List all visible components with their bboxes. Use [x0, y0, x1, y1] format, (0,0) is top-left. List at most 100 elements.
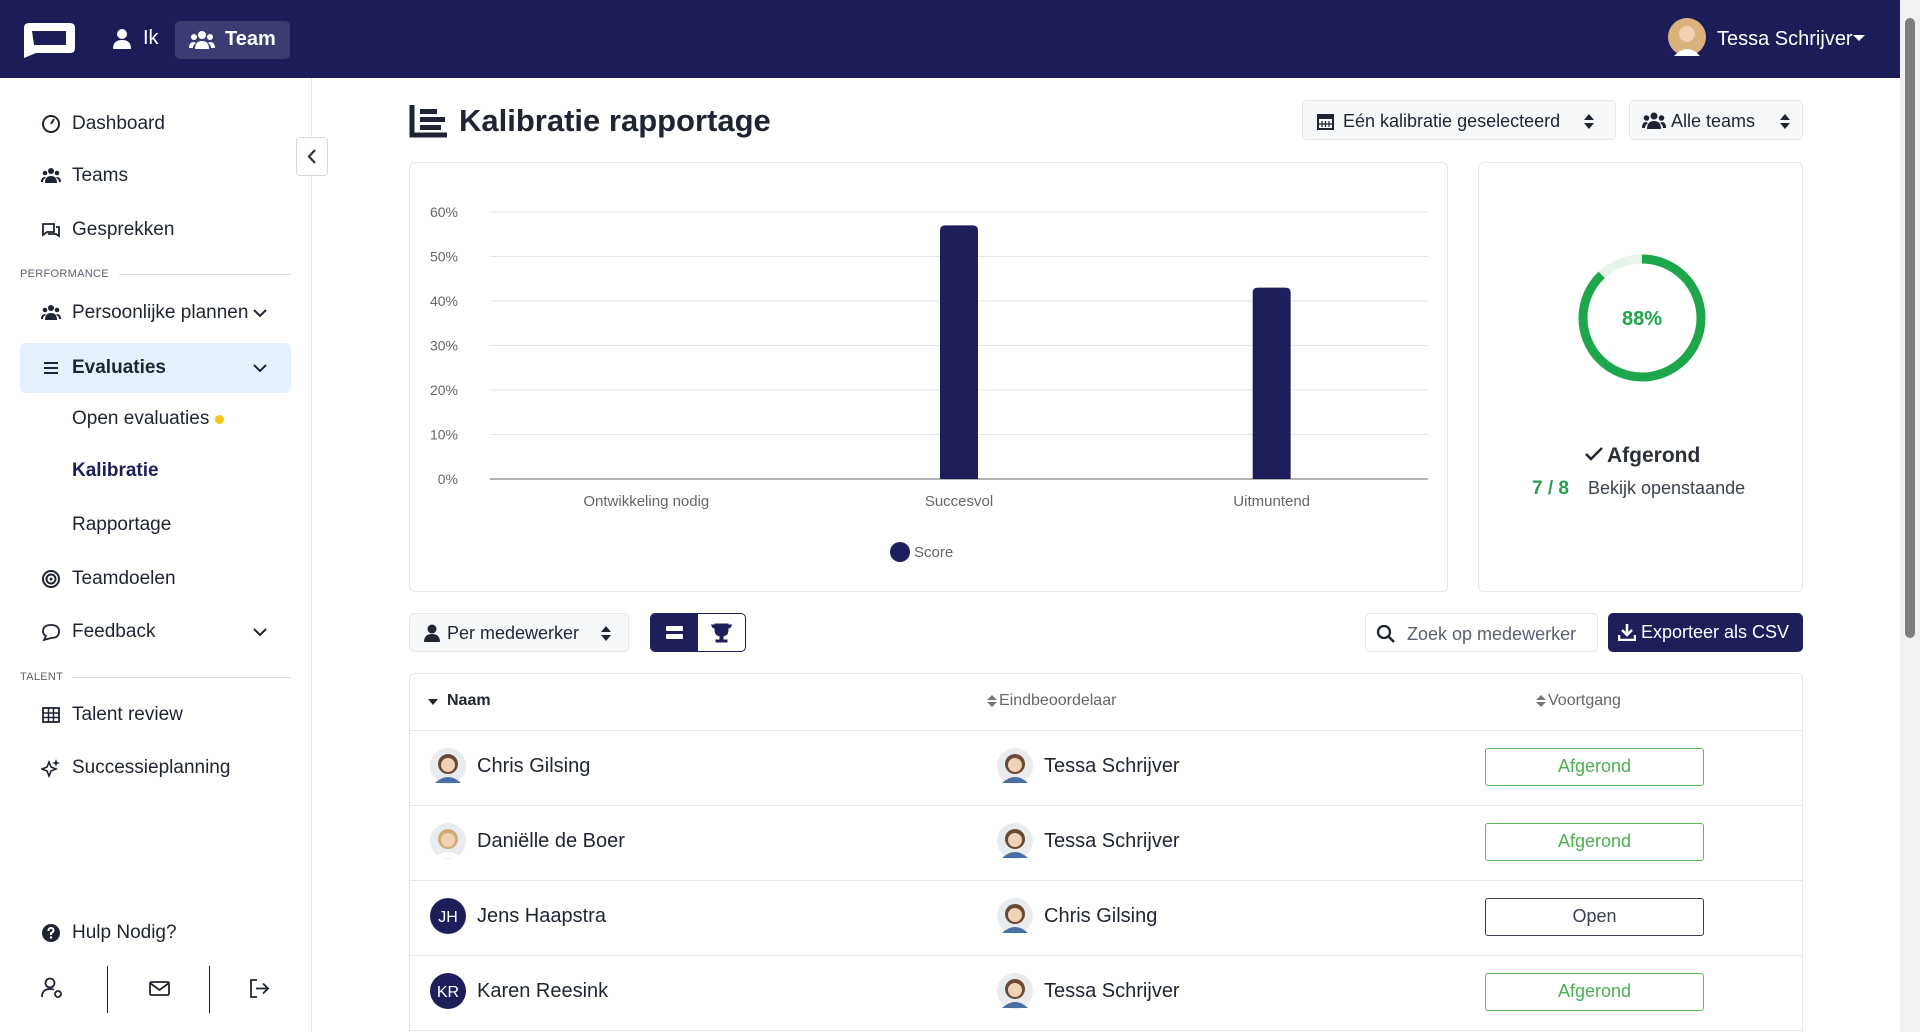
sort-icon: [601, 626, 611, 641]
menu-item[interactable]: Successieplanning: [72, 757, 231, 778]
menu-item[interactable]: Teams: [72, 165, 128, 186]
chart-card: 0% 10% 20% 30% 40% 50% 60% Ontwikkeling nodig Su…: [409, 162, 1448, 592]
logout-icon[interactable]: [248, 977, 272, 1001]
sort-icon: [1584, 114, 1594, 129]
section-heading: PERFORMANCE: [20, 268, 109, 280]
employee-name[interactable]: Jens Haapstra: [477, 905, 606, 927]
sort-icon[interactable]: [1535, 694, 1547, 708]
menu-icon: [41, 168, 61, 183]
search-box[interactable]: Zoek op medewerker: [1365, 613, 1598, 652]
avatar-initials: KR: [437, 984, 459, 1001]
nav-ik[interactable]: Ik: [143, 27, 159, 49]
avatar: [430, 748, 466, 784]
nav-team-button[interactable]: Team: [175, 21, 290, 59]
y-tick-label: 40%: [430, 293, 458, 309]
employee-name[interactable]: Karen Reesink: [477, 980, 609, 1002]
page-title: Kalibratie rapportage: [459, 103, 771, 138]
menu-item[interactable]: Dashboard: [72, 113, 165, 134]
sidebar: Dashboard Teams Gesprekken PERFORMANCE Perso…: [0, 78, 312, 1032]
legend-marker: [890, 542, 910, 562]
title-icon: [409, 105, 447, 138]
avatar: JH: [430, 898, 466, 934]
column-header[interactable]: Eindbeoordelaar: [999, 692, 1117, 709]
team-select[interactable]: Alle teams: [1629, 100, 1803, 140]
avatar-bg: [430, 898, 466, 934]
view-select-label: Per medewerker: [447, 623, 580, 643]
notification-dot: [215, 415, 225, 424]
avatar-bg: [430, 973, 466, 1009]
progress-arc: [1578, 254, 1706, 382]
sort-icon: [1780, 114, 1790, 129]
chevron-down: [253, 628, 267, 637]
check-icon: [1585, 447, 1603, 461]
scrollbar[interactable]: [1900, 0, 1920, 1032]
menu-item[interactable]: Feedback: [72, 621, 156, 642]
sort-desc-icon[interactable]: [427, 694, 439, 708]
completion-count: 7 / 8: [1532, 478, 1569, 499]
user-avatar[interactable]: [1668, 18, 1706, 56]
profile-settings-icon[interactable]: [41, 977, 65, 1001]
menu-icon: [41, 305, 61, 320]
column-header[interactable]: Voortgang: [1548, 692, 1621, 709]
evaluator-name: Tessa Schrijver: [1044, 980, 1180, 1002]
menu-item[interactable]: Hulp Nodig?: [72, 922, 177, 943]
employee-name[interactable]: Daniëlle de Boer: [477, 830, 625, 852]
employee-name[interactable]: Chris Gilsing: [477, 755, 591, 777]
menu-item[interactable]: Kalibratie: [72, 460, 159, 481]
scrollbar-thumb[interactable]: [1905, 18, 1915, 638]
menu-icon: [42, 115, 60, 133]
menu-item[interactable]: Gesprekken: [72, 219, 175, 240]
menu-item[interactable]: Persoonlijke plannen: [72, 302, 249, 323]
export-label: Exporteer als CSV: [1641, 622, 1790, 642]
status-label: Afgerond: [1607, 444, 1701, 467]
evaluator-name: Tessa Schrijver: [1044, 755, 1180, 777]
avatar: [997, 823, 1033, 859]
section-divider: [73, 677, 291, 678]
team-select-label: Alle teams: [1671, 111, 1756, 131]
y-tick-label: 50%: [430, 249, 458, 265]
divider: [107, 966, 108, 1013]
collapse-button[interactable]: [296, 137, 328, 176]
calibration-select[interactable]: Eén kalibratie geselecteerd: [1302, 100, 1616, 140]
list-icon: [666, 626, 683, 639]
menu-item[interactable]: Rapportage: [72, 514, 172, 535]
menu-icon: [41, 759, 60, 778]
mail-icon[interactable]: [148, 977, 172, 1001]
menu-item[interactable]: Open evaluaties: [72, 408, 210, 429]
evaluator-name: Chris Gilsing: [1044, 905, 1158, 927]
column-header[interactable]: Naam: [447, 692, 491, 709]
menu-item[interactable]: Talent review: [72, 704, 183, 725]
status-badge[interactable]: Afgerond: [1485, 748, 1704, 786]
avatar: [997, 748, 1033, 784]
menu-icon: [42, 570, 60, 588]
menu-item[interactable]: Teamdoelen: [72, 568, 176, 589]
view-toggle[interactable]: [650, 613, 746, 652]
toggle-list[interactable]: [651, 614, 698, 651]
table-row: [410, 730, 1802, 806]
legend-label: Score: [914, 544, 953, 561]
calendar-icon: [1317, 114, 1334, 130]
export-button[interactable]: Exporteer als CSV: [1608, 613, 1803, 652]
evaluator-name: Tessa Schrijver: [1044, 830, 1180, 852]
nav-team: Team: [225, 28, 276, 50]
menu-item[interactable]: Evaluaties: [72, 357, 166, 378]
trophy-icon[interactable]: [698, 614, 745, 651]
logo[interactable]: [20, 20, 78, 60]
user-name[interactable]: Tessa Schrijver: [1717, 28, 1853, 50]
section-divider: [118, 274, 291, 275]
status-badge[interactable]: Afgerond: [1485, 823, 1704, 861]
menu-icon: [42, 624, 60, 642]
divider: [209, 966, 210, 1013]
view-open-link[interactable]: Bekijk openstaande: [1588, 478, 1746, 498]
status-badge[interactable]: Open: [1485, 898, 1704, 936]
x-tick-label: Ontwikkeling nodig: [583, 493, 709, 510]
view-select[interactable]: Per medewerker: [409, 613, 629, 652]
summary-card: 88% Afgerond 7 / 8 Bekijk openstaande: [1478, 162, 1803, 592]
x-tick-label: Succesvol: [925, 493, 993, 510]
menu-icon: [42, 707, 60, 723]
menu-icon: [42, 223, 60, 238]
status-badge[interactable]: Afgerond: [1485, 973, 1704, 1011]
avatar: KR: [430, 973, 466, 1009]
sort-icon[interactable]: [986, 694, 998, 708]
